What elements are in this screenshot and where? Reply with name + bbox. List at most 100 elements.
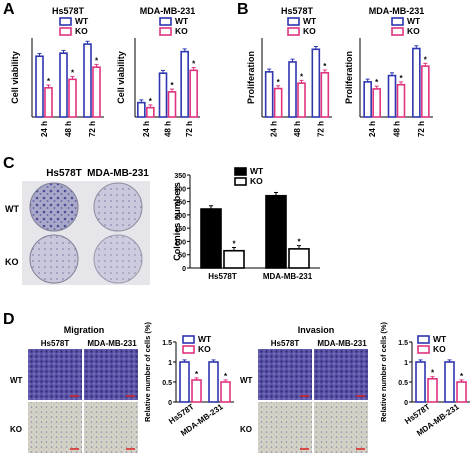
legend-swatch-wt (159, 17, 172, 26)
bar-wt-24-h (264, 71, 274, 118)
y-tick-label: 150 (174, 226, 186, 233)
y-tick-label: 100 (174, 239, 186, 246)
legend-label-wt: WT (175, 16, 189, 26)
inv-title-mda: MDA-MB-231 (317, 339, 367, 348)
panel-letter-b: B (237, 1, 249, 18)
mig-title-hs578t: Hs578T (41, 339, 70, 348)
y-tick-label: 1.5 (398, 340, 408, 347)
bar-wt-hs578t (200, 208, 222, 269)
mig-row-ko: KO (10, 425, 22, 434)
x-tick-label: 48 h (293, 121, 302, 137)
scale-bars (70, 395, 365, 450)
significance-star: * (297, 238, 301, 247)
bar-ko-24-h (44, 87, 53, 118)
significance-star: * (71, 69, 75, 78)
y-axis-label: Colonies numbers (172, 182, 182, 261)
panel-c-row-ko: KO (5, 257, 19, 267)
x-tick-label: 48 h (393, 121, 402, 137)
chart-title: Hs578T (281, 6, 314, 16)
x-tick-label: 24 h (40, 121, 49, 137)
x-tick-label: 24 h (270, 121, 279, 137)
significance-star: * (424, 55, 428, 64)
legend-swatch-ko (287, 27, 300, 36)
bar-ko-72-h (421, 65, 430, 118)
legend-label-ko: KO (250, 176, 263, 186)
x-tick-label: 24 h (142, 121, 151, 137)
legend-label-wt: WT (198, 334, 212, 344)
legend-label-wt: WT (407, 16, 421, 26)
y-axis-label: Proliferation (246, 51, 256, 104)
y-tick-label: 300 (174, 186, 186, 193)
y-tick-label: 1 (404, 360, 408, 367)
significance-star: * (195, 370, 199, 379)
significance-star: * (431, 369, 435, 378)
y-tick-label: 200 (174, 213, 186, 220)
colony-plate-hs578t-wt (29, 182, 79, 232)
y-axis-label: Cell viability (116, 51, 126, 104)
y-tick-label: 0 (404, 400, 408, 407)
bar-ko-mda-mb-231 (456, 381, 467, 403)
bar-ko-mda-mb-231 (288, 248, 310, 269)
bar-wt-72-h (412, 47, 421, 118)
legend-swatch-ko (182, 345, 195, 354)
y-tick-label: 0 (182, 266, 186, 273)
x-tick-label: MDA-MB-231 (263, 272, 313, 281)
significance-star: * (192, 60, 196, 69)
x-tick-label: Hs578T (208, 272, 237, 281)
y-tick-label: 350 (174, 173, 186, 180)
bar-ko-24-h (273, 87, 283, 118)
legend-swatch-ko (159, 27, 172, 36)
chart-title: MDA-MB-231 (369, 6, 425, 16)
bar-wt-mda-mb-231 (265, 194, 287, 269)
bar-wt-48-h (59, 52, 68, 118)
bar-ko-hs578t (223, 249, 245, 269)
y-tick-label: 0 (168, 400, 172, 407)
inv-image-mda-wt (314, 349, 368, 400)
bar-wt-72-h (311, 48, 321, 118)
y-tick-label: 1.5 (162, 340, 172, 347)
legend-swatch-wt (417, 335, 430, 344)
x-tick-label: 72 h (417, 121, 426, 137)
legend-swatch-wt (182, 335, 195, 344)
significance-star: * (149, 97, 153, 106)
significance-star: * (323, 62, 327, 71)
inv-row-wt: WT (240, 376, 253, 385)
inv-image-hs578t-ko (258, 402, 312, 453)
legend-label-wt: WT (75, 16, 89, 26)
x-tick-label: 24 h (368, 121, 377, 137)
legend-swatch-ko (234, 177, 247, 186)
x-tick-label: 72 h (316, 121, 325, 137)
legend-swatch-ko (417, 345, 430, 354)
bar-ko-48-h (167, 91, 177, 118)
legend-label-wt: WT (303, 16, 317, 26)
significance-star: * (277, 78, 281, 87)
bar-wt-24-h (137, 101, 146, 118)
panel-letter-d: D (3, 311, 15, 328)
colony-plate-mda-ko (93, 234, 143, 284)
x-tick-label: 48 h (164, 121, 173, 137)
significance-star: * (375, 78, 379, 87)
legend-swatch-wt (391, 17, 404, 26)
bar-wt-48-h (288, 61, 297, 118)
inv-image-hs578t-wt (258, 349, 312, 400)
legend-label-ko: KO (407, 26, 420, 36)
significance-star: * (170, 81, 174, 90)
mig-row-wt: WT (10, 376, 23, 385)
inv-title-hs578t: Hs578T (271, 339, 300, 348)
bar-wt-mda-mb-231 (444, 361, 455, 403)
panel-c-title-hs578t: Hs578T (46, 168, 82, 179)
migration-title: Migration (64, 325, 105, 335)
legend-label-ko: KO (303, 26, 316, 36)
significance-star: * (300, 72, 304, 81)
bar-ko-72-h (320, 71, 330, 118)
panel-c-images: Hs578T MDA-MB-231 WT KO (5, 168, 150, 285)
bar-wt-48-h (158, 72, 168, 118)
bar-wt-48-h (387, 74, 397, 118)
panel-c-row-wt: WT (5, 204, 19, 214)
colony-plate-mda-wt (93, 182, 143, 232)
bar-wt-72-h (180, 50, 189, 118)
